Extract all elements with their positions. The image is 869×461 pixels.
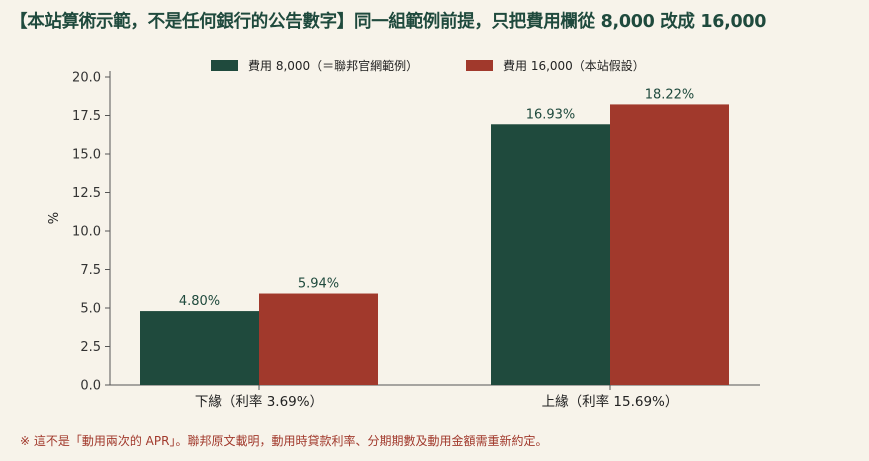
legend-label: 費用 16,000（本站假設） [503,58,645,73]
y-tick-label: 17.5 [72,109,101,124]
y-tick-label: 2.5 [80,340,101,355]
y-tick-label: 10.0 [72,225,101,240]
legend-swatch [211,60,238,71]
bar [610,104,729,386]
y-tick-label: 20.0 [72,71,101,86]
y-tick-label: 15.0 [72,148,101,163]
bar [140,311,259,385]
y-tick-label: 5.0 [80,302,101,317]
y-tick-label: 7.5 [80,263,101,278]
bar [491,124,610,385]
data-label: 5.94% [298,277,339,292]
bar [259,293,378,385]
y-tick-label: 12.5 [72,186,101,201]
y-axis-label: % [47,212,62,224]
data-label: 4.80% [179,294,220,309]
y-tick-label: 0.0 [80,379,101,394]
chart-title: 【本站算術示範，不是任何銀行的公告數字】同一組範例前提，只把費用欄從 8,000… [10,12,767,32]
legend-swatch [466,60,493,71]
data-label: 18.22% [645,87,695,102]
data-label: 16.93% [526,107,576,122]
footnote: ※ 這不是「動用兩次的 APR」。聯邦原文載明，動用時貸款利率、分期期數及動用金… [20,434,548,448]
x-tick-label: 上緣（利率 15.69%） [542,393,679,410]
legend-label: 費用 8,000（＝聯邦官網範例） [248,58,418,73]
x-tick-label: 下緣（利率 3.69%） [195,393,323,410]
